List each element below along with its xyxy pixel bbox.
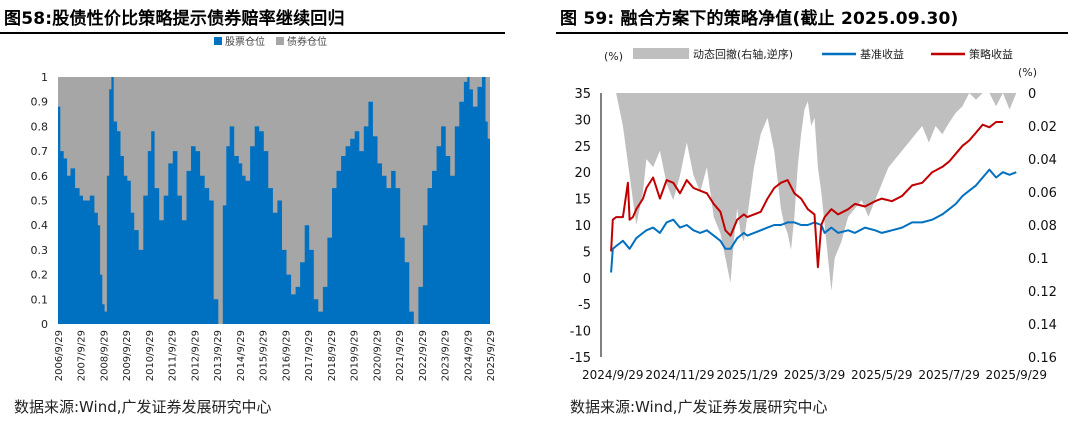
x-tick-label: 2014/9/29 xyxy=(236,330,247,381)
x-tick-label: 2021/9/29 xyxy=(395,330,406,381)
y-tick-label: 0.4 xyxy=(31,219,49,232)
legend-swatch-drawdown xyxy=(633,48,689,59)
x-tick-label: 2015/9/29 xyxy=(259,330,270,381)
left-axis-unit: (%) xyxy=(604,50,623,63)
strategy-nav-chart: -15 -10 -5 0 5 10 15 20 25 30 35 0 0.02 0.04 0.06 0.08 0… xyxy=(570,47,1057,382)
y-right-tick-label: 0.16 xyxy=(1028,351,1057,366)
y-left-tick-label: 0 xyxy=(583,272,591,287)
legend-label-strategy: 策略收益 xyxy=(969,47,1013,61)
drawdown-area xyxy=(611,93,1017,291)
stock-position-area xyxy=(58,77,490,324)
y-tick-label: 0 xyxy=(41,318,48,331)
y-tick-label: 1 xyxy=(41,71,48,84)
y-tick-label: 0.5 xyxy=(31,195,49,208)
y-tick-label: 0.2 xyxy=(31,269,49,282)
right-figure: 图 59: 融合方案下的策略净值(截止 2025.09.30) -15 -10 -5… xyxy=(556,0,1078,426)
x-tick-label: 2019/9/29 xyxy=(350,330,361,381)
x-tick-label: 2025/1/29 xyxy=(717,368,779,382)
y-left-tick-label: 20 xyxy=(574,166,591,181)
legend-label-bond: 债券仓位 xyxy=(287,35,327,48)
right-figure-title: 图 59: 融合方案下的策略净值(截止 2025.09.30) xyxy=(560,4,959,29)
y-right-tick-label: 0.1 xyxy=(1028,252,1049,267)
left-title-rule xyxy=(0,32,505,34)
y-tick-label: 0.3 xyxy=(31,244,49,257)
x-tick-label: 2025/7/29 xyxy=(918,368,980,382)
x-tick-label: 2016/9/29 xyxy=(281,330,292,381)
y-tick-label: 0.1 xyxy=(31,293,49,306)
y-right-tick-label: 0.14 xyxy=(1028,318,1057,333)
left-figure: 图58:股债性价比策略提示债券赔率继续回归 0 0.1 0.2 0.3 0.4 0.5 0.… xyxy=(0,0,520,426)
right-axis-unit: (%) xyxy=(1018,66,1037,79)
legend-label-benchmark: 基准收益 xyxy=(860,47,904,61)
left-source: 数据来源:Wind,广发证券发展研究中心 xyxy=(14,398,272,416)
strategy-return-line xyxy=(610,121,1003,269)
y-left-tick-label: 30 xyxy=(574,113,591,128)
y-left-tick-label: 25 xyxy=(574,140,591,155)
x-tick-label: 2018/9/29 xyxy=(327,330,338,381)
legend-label-drawdown: 动态回撤(右轴,逆序) xyxy=(693,47,793,61)
right-source: 数据来源:Wind,广发证券发展研究中心 xyxy=(570,398,828,416)
x-tick-label: 2025/9/29 xyxy=(486,330,497,381)
x-tick-label: 2009/9/29 xyxy=(122,330,133,381)
x-tick-label: 2010/9/29 xyxy=(145,330,156,381)
x-tick-label: 2024/11/29 xyxy=(645,368,714,382)
y-left-tick-label: -5 xyxy=(578,298,591,313)
right-figure-title-text: 融合方案下的策略净值(截止 2025.09.30) xyxy=(620,9,959,29)
stock-bond-position-chart: 0 0.1 0.2 0.3 0.4 0.5 0.6 0.7 0.8 0.9 1 2006/9/29 20… xyxy=(31,35,498,381)
y-tick-label: 0.7 xyxy=(31,145,49,158)
x-tick-label: 2023/9/29 xyxy=(441,330,452,381)
right-title-rule xyxy=(556,32,1068,34)
x-tick-label: 2011/9/29 xyxy=(168,330,179,381)
y-right-tick-label: 0.04 xyxy=(1028,153,1057,168)
y-right-tick-label: 0 xyxy=(1028,87,1036,102)
y-right-tick-label: 0.02 xyxy=(1028,120,1057,135)
x-tick-label: 2020/9/29 xyxy=(372,330,383,381)
benchmark-return-line xyxy=(610,168,1017,273)
y-tick-label: 0.6 xyxy=(31,170,49,183)
x-tick-label: 2006/9/29 xyxy=(54,330,65,381)
x-tick-label: 2024/9/29 xyxy=(463,330,474,381)
y-left-tick-label: -10 xyxy=(570,325,591,340)
x-tick-label: 2007/9/29 xyxy=(77,330,88,381)
x-tick-label: 2024/9/29 xyxy=(582,368,644,382)
x-tick-label: 2025/3/29 xyxy=(784,368,846,382)
x-tick-label: 2025/9/29 xyxy=(986,368,1048,382)
x-tick-label: 2025/5/29 xyxy=(851,368,913,382)
y-right-tick-label: 0.08 xyxy=(1028,219,1057,234)
right-figure-label: 图 59: xyxy=(560,9,615,29)
y-left-tick-label: 10 xyxy=(574,219,591,234)
x-tick-label: 2012/9/29 xyxy=(190,330,201,381)
legend-swatch-bond xyxy=(276,37,284,45)
y-left-tick-label: 5 xyxy=(583,245,591,260)
y-left-tick-label: 35 xyxy=(574,87,591,102)
y-left-tick-label: 15 xyxy=(574,193,591,208)
left-figure-title-text: 股债性价比策略提示债券赔率继续回归 xyxy=(52,9,345,29)
x-tick-label: 2017/9/29 xyxy=(304,330,315,381)
y-left-tick-label: -15 xyxy=(570,351,591,366)
y-right-tick-label: 0.06 xyxy=(1028,186,1057,201)
y-tick-label: 0.8 xyxy=(31,120,49,133)
x-tick-label: 2022/9/29 xyxy=(418,330,429,381)
x-tick-label: 2008/9/29 xyxy=(100,330,111,381)
x-tick-label: 2013/9/29 xyxy=(213,330,224,381)
left-figure-label: 图58: xyxy=(4,9,53,29)
y-tick-label: 0.9 xyxy=(31,96,49,109)
left-figure-title: 图58:股债性价比策略提示债券赔率继续回归 xyxy=(4,4,345,29)
legend-swatch-stock xyxy=(214,37,222,45)
y-right-tick-label: 0.12 xyxy=(1028,285,1057,300)
legend-label-stock: 股票仓位 xyxy=(225,35,265,48)
